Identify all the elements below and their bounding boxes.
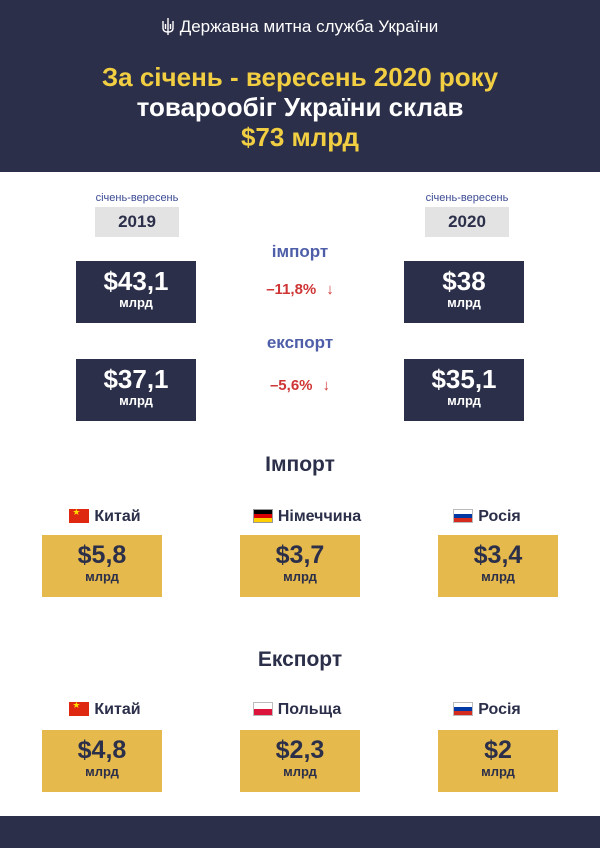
import-country-1: Китай	[30, 507, 180, 526]
headline-total: $73 млрд	[240, 122, 360, 152]
export-2020-value: $35,1	[431, 364, 497, 394]
year-box-left: 2019	[95, 207, 179, 237]
export-2020-unit: млрд	[447, 393, 481, 408]
china-flag-icon	[69, 700, 90, 716]
header-banner: Державна митна служба України За січень …	[0, 0, 600, 172]
headline-line-2: товарообіг України склав	[136, 92, 464, 122]
export-country-1-name: Китай	[94, 701, 141, 718]
poland-flag-icon	[252, 702, 273, 716]
import-country-1-name: Китай	[94, 508, 141, 525]
export-country-3-box: $2 млрд	[438, 730, 558, 792]
import-country-3-name: Росія	[478, 508, 521, 525]
agency-line: Державна митна служба України	[0, 17, 600, 40]
export-label: експорт	[266, 333, 334, 352]
arrow-down-icon: ↓	[326, 281, 334, 298]
trident-icon	[162, 18, 174, 40]
export-country-2-value: $2,3	[275, 736, 325, 764]
export-country-1: Китай	[30, 700, 180, 719]
import-2020-value: $38	[442, 266, 486, 296]
import-section-title: Імпорт	[265, 453, 335, 476]
import-country-2-value: $3,7	[275, 541, 325, 569]
export-country-2-unit: млрд	[283, 764, 317, 779]
germany-flag-icon	[252, 509, 273, 523]
export-2019-box: $37,1 млрд	[76, 359, 196, 421]
export-country-1-value: $4,8	[77, 736, 127, 764]
arrow-down-icon: ↓	[322, 377, 331, 394]
import-change: –11,8% ↓	[230, 281, 370, 298]
agency-name: Державна митна служба України	[179, 17, 439, 36]
china-flag-icon	[69, 507, 90, 523]
export-country-1-unit: млрд	[85, 764, 119, 779]
import-country-1-unit: млрд	[85, 569, 119, 584]
export-2020-box: $35,1 млрд	[404, 359, 524, 421]
import-country-2-name: Німеччина	[277, 508, 362, 525]
export-change-value: –5,6%	[269, 377, 313, 394]
russia-flag-icon	[453, 702, 474, 716]
import-country-3-unit: млрд	[481, 569, 515, 584]
export-section-title: Експорт	[257, 648, 343, 671]
import-country-2-box: $3,7 млрд	[240, 535, 360, 597]
export-country-2: Польща	[222, 701, 372, 719]
import-label: імпорт	[271, 242, 329, 261]
export-country-3: Росія	[412, 701, 562, 719]
import-country-3: Росія	[412, 508, 562, 526]
export-2019-value: $37,1	[103, 364, 169, 394]
import-2019-unit: млрд	[119, 295, 153, 310]
import-2020-box: $38 млрд	[404, 261, 524, 323]
import-change-value: –11,8%	[266, 281, 317, 298]
period-label-left: січень-вересень	[95, 192, 179, 204]
import-2019-box: $43,1 млрд	[76, 261, 196, 323]
import-country-2-unit: млрд	[283, 569, 317, 584]
import-country-3-box: $3,4 млрд	[438, 535, 558, 597]
import-country-1-value: $5,8	[77, 541, 127, 569]
export-country-3-name: Росія	[478, 701, 521, 718]
period-label-right: січень-вересень	[425, 192, 509, 204]
import-2019-value: $43,1	[103, 266, 169, 296]
export-country-3-unit: млрд	[481, 764, 515, 779]
export-country-2-name: Польща	[277, 701, 342, 718]
export-2019-unit: млрд	[119, 393, 153, 408]
import-country-1-box: $5,8 млрд	[42, 535, 162, 597]
footer-band	[0, 816, 600, 848]
headline-line-1: За січень - вересень 2020 року	[101, 62, 499, 92]
export-change: –5,6% ↓	[230, 377, 370, 394]
export-country-3-value: $2	[484, 736, 512, 764]
import-country-3-value: $3,4	[473, 541, 523, 569]
year-box-right: 2020	[425, 207, 509, 237]
export-country-1-box: $4,8 млрд	[42, 730, 162, 792]
import-2020-unit: млрд	[447, 295, 481, 310]
export-country-2-box: $2,3 млрд	[240, 730, 360, 792]
russia-flag-icon	[453, 509, 474, 523]
headline: За січень - вересень 2020 року товарообі…	[0, 62, 600, 152]
import-country-2: Німеччина	[232, 508, 382, 526]
